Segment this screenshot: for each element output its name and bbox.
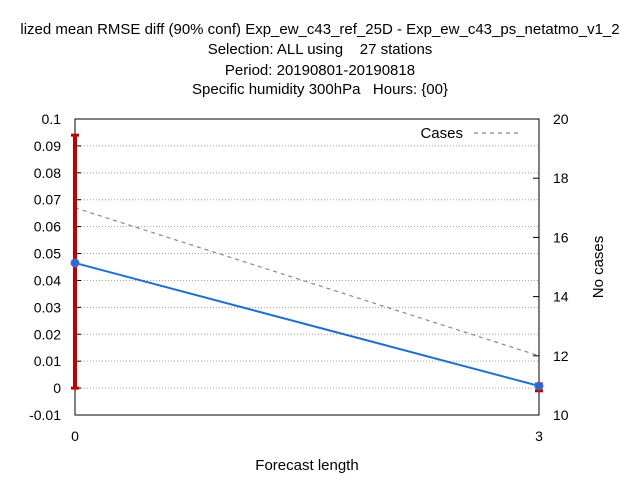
series — [70, 133, 544, 393]
axis-ticks: -0.01 0 0.01 0.02 0.03 0.04 0.05 0.06 0.07 0.08 0.… — [29, 111, 569, 444]
legend: Cases — [420, 125, 522, 142]
data-point-diff — [70, 258, 80, 268]
data-point-diff — [534, 381, 544, 391]
y2-tick-label: 16 — [553, 229, 569, 245]
y2-axis-label: No cases — [590, 236, 607, 299]
series-line-cases — [74, 207, 540, 357]
y-tick-label: 0.05 — [34, 246, 61, 262]
y2-tick-label: 10 — [553, 407, 569, 423]
chart-title-line-3: Period: 20190801-20190818 — [224, 62, 416, 79]
y-tick-label: 0.04 — [34, 272, 61, 288]
series-line-diff — [74, 261, 540, 387]
chart-title-line-1: lized mean RMSE diff (90% conf) Exp_ew_c… — [20, 21, 620, 38]
y-tick-label: 0.07 — [34, 192, 61, 208]
y-tick-label: 0.03 — [34, 299, 61, 315]
y-tick-label: 0.02 — [34, 326, 61, 342]
y-tick-label: 0.09 — [34, 138, 61, 154]
y-tick-label: 0.06 — [34, 219, 61, 235]
x-tick-label: 3 — [535, 428, 543, 444]
y-tick-label: 0.01 — [34, 353, 61, 369]
chart-title-line-4: Specific humidity 300hPa Hours: {00} — [192, 81, 448, 98]
x-axis-label: Forecast length — [255, 457, 358, 474]
legend-label-cases: Cases — [420, 125, 463, 142]
chart-title-line-2: Selection: ALL using 27 stations — [207, 41, 433, 58]
grid — [75, 145, 539, 389]
y-tick-label: 0 — [53, 380, 61, 396]
y-tick-label: 0.08 — [34, 165, 61, 181]
x-tick-label: 0 — [71, 428, 79, 444]
y2-tick-label: 12 — [553, 348, 569, 364]
y-tick-label: 0.1 — [42, 111, 62, 127]
y2-tick-label: 18 — [553, 170, 569, 186]
y-tick-label: -0.01 — [29, 407, 61, 423]
y2-tick-label: 20 — [553, 111, 569, 127]
y2-tick-label: 14 — [553, 289, 569, 305]
plot-frame — [74, 118, 540, 416]
